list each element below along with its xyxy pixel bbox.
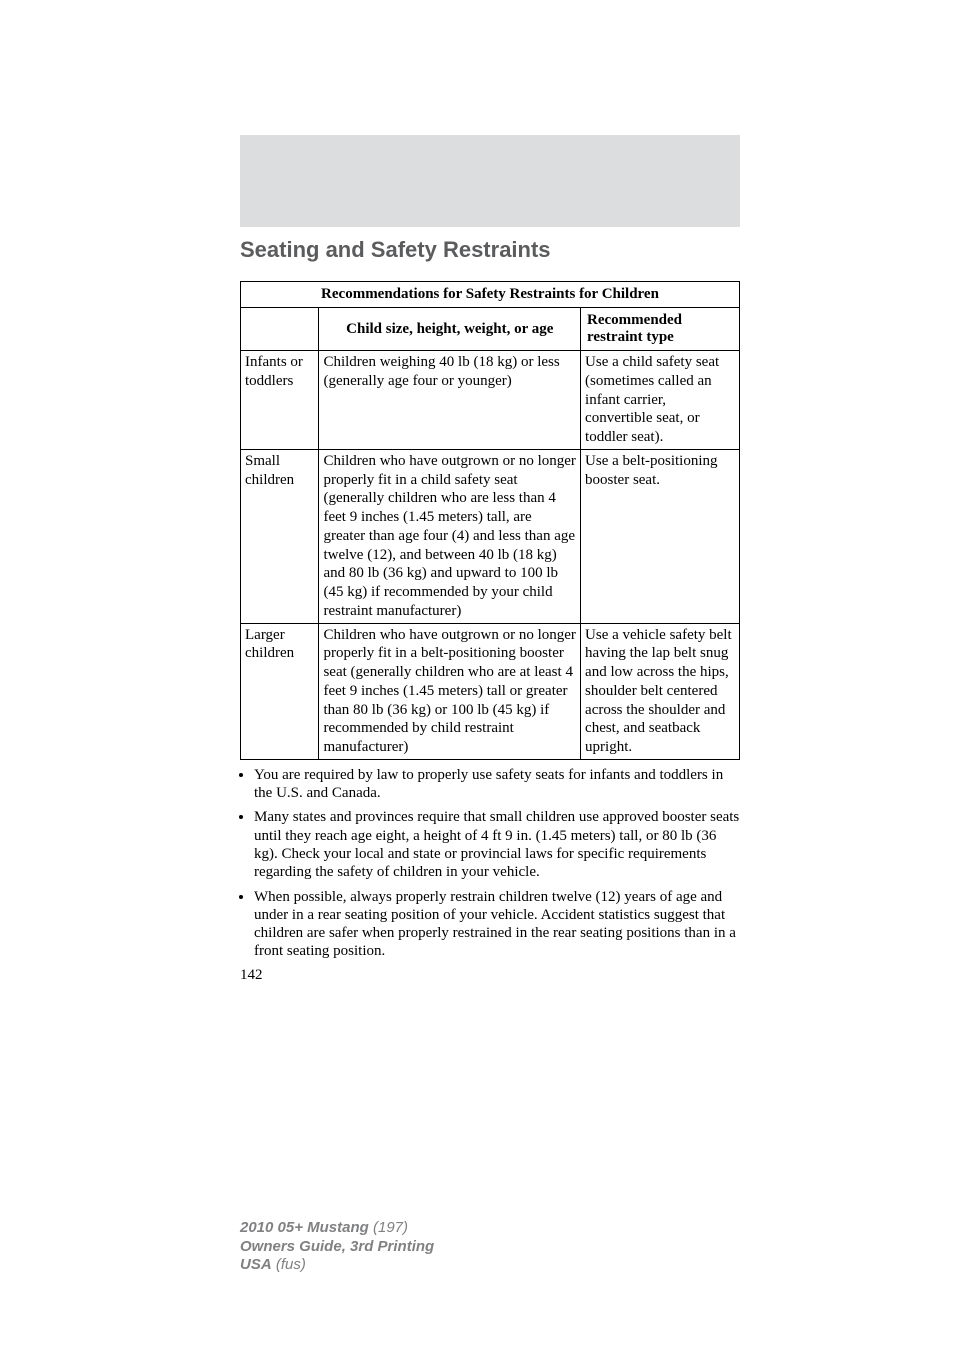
table-row: Infants or toddlers Children weighing 40… xyxy=(241,351,740,450)
footer-region-code: (fus) xyxy=(272,1256,306,1273)
notes-list: You are required by law to properly use … xyxy=(240,766,742,961)
list-item: When possible, always properly restrain … xyxy=(254,888,742,961)
cell-size: Children who have outgrown or no longer … xyxy=(319,623,581,759)
cell-size: Children who have outgrown or no longer … xyxy=(319,449,581,623)
footer-line-3: USA (fus) xyxy=(240,1256,434,1275)
table-header-empty xyxy=(241,308,319,351)
cell-category: Small children xyxy=(241,449,319,623)
footer-model-code: (197) xyxy=(369,1219,408,1236)
table-row: Small children Children who have outgrow… xyxy=(241,449,740,623)
table-row: Larger children Children who have outgro… xyxy=(241,623,740,759)
cell-size: Children weighing 40 lb (18 kg) or less … xyxy=(319,351,581,450)
section-heading: Seating and Safety Restraints xyxy=(240,237,954,263)
cell-category: Infants or toddlers xyxy=(241,351,319,450)
page-number: 142 xyxy=(240,967,954,984)
footer-line-2: Owners Guide, 3rd Printing xyxy=(240,1238,434,1257)
table-header-size: Child size, height, weight, or age xyxy=(319,308,581,351)
recommendations-table: Recommendations for Safety Restraints fo… xyxy=(240,281,740,760)
cell-restraint: Use a child safety seat (sometimes calle… xyxy=(581,351,740,450)
list-item: You are required by law to properly use … xyxy=(254,766,742,803)
cell-restraint: Use a belt-positioning booster seat. xyxy=(581,449,740,623)
table-title: Recommendations for Safety Restraints fo… xyxy=(241,282,740,308)
footer-model: 2010 05+ Mustang xyxy=(240,1219,369,1236)
table-header-restraint: Recommended restraint type xyxy=(581,308,740,351)
footer-region: USA xyxy=(240,1256,272,1273)
page: Seating and Safety Restraints Recommenda… xyxy=(0,135,954,1370)
cell-restraint: Use a vehicle safety belt having the lap… xyxy=(581,623,740,759)
header-gray-block xyxy=(240,135,740,227)
cell-category: Larger children xyxy=(241,623,319,759)
footer: 2010 05+ Mustang (197) Owners Guide, 3rd… xyxy=(240,1219,434,1275)
list-item: Many states and provinces require that s… xyxy=(254,808,742,881)
